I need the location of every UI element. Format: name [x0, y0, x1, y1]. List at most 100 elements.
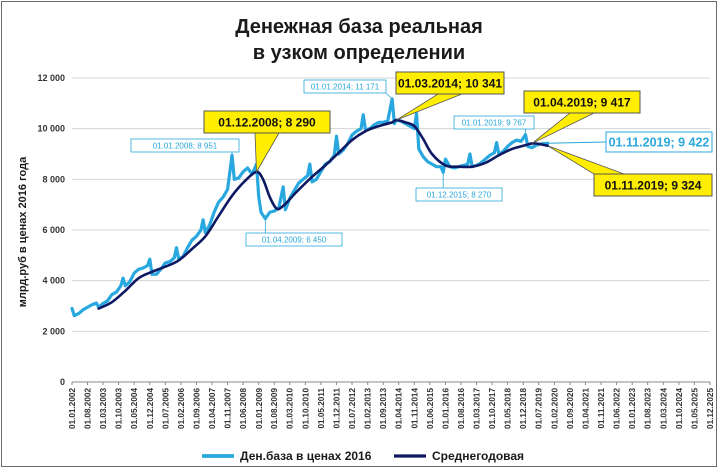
point-0-44: [242, 170, 244, 173]
point-1-30: [444, 164, 447, 167]
point-0-5: [91, 303, 93, 306]
point-1-8: [204, 235, 207, 238]
annotation-box-1: [203, 110, 331, 134]
point-1-13: [262, 178, 264, 181]
point-0-36: [208, 224, 211, 226]
point-0-93: [431, 163, 433, 165]
y-tick-3: 6 000: [42, 225, 65, 235]
chart-title-line-2: в узком определении: [253, 42, 465, 64]
point-0-9: [106, 300, 109, 302]
x-tick-32: 01.09.2020: [566, 388, 575, 429]
point-0-72: [351, 134, 353, 136]
point-0-61: [309, 163, 311, 165]
point-0-6: [95, 302, 98, 304]
x-tick-33: 01.04.2021: [581, 388, 590, 429]
point-0-3: [82, 309, 84, 311]
point-0-57: [293, 189, 295, 192]
point-1-5: [164, 265, 167, 268]
point-1-27: [413, 125, 416, 127]
grid-lines: [72, 77, 710, 383]
legend-item-1: Среднегодовая: [394, 449, 524, 463]
point-1-19: [324, 164, 327, 167]
point-0-11: [115, 291, 118, 293]
annotation-6: 01.01.2019; 9 767: [453, 115, 535, 135]
x-tick-12: 01.01.2009: [255, 388, 264, 429]
point-1-6: [177, 259, 180, 262]
x-tick-29: 01.12.2018: [519, 388, 528, 429]
y-tick-0: 0: [60, 377, 65, 387]
x-tick-3: 01.10.2003: [115, 388, 124, 429]
point-0-15: [128, 281, 131, 283]
point-0-119: [531, 146, 533, 149]
annotation-pointer-1: [254, 132, 280, 174]
legend-label-0: Ден.база в ценах 2016: [240, 449, 372, 463]
point-0-40: [226, 188, 229, 191]
x-tick-28: 01.05.2018: [504, 388, 513, 429]
point-1-34: [498, 154, 500, 157]
point-0-39: [222, 196, 224, 198]
x-tick-40: 01.05.2025: [690, 388, 699, 429]
point-0-115: [515, 139, 518, 141]
y-tick-2: 4 000: [42, 276, 65, 286]
annotation-text-0: 01.01.2008; 8 951: [153, 142, 218, 151]
x-tick-14: 01.03.2010: [286, 388, 295, 429]
point-0-110: [495, 141, 498, 144]
point-1-17: [295, 191, 298, 193]
x-tick-37: 01.08.2023: [644, 388, 653, 429]
point-0-27: [175, 246, 178, 249]
point-1-29: [431, 153, 433, 155]
x-tick-18: 01.07.2012: [348, 388, 357, 429]
point-1-36: [524, 144, 527, 146]
point-0-90: [417, 148, 420, 150]
point-1-35: [511, 148, 513, 150]
x-tick-0: 01.01.2002: [68, 388, 77, 429]
point-0-21: [151, 273, 153, 276]
point-0-37: [213, 211, 215, 214]
point-0-89: [415, 112, 418, 115]
x-tick-23: 01.06.2015: [426, 388, 435, 429]
point-0-12: [120, 284, 122, 287]
point-0-68: [335, 135, 338, 138]
point-1-9: [217, 215, 220, 217]
annotation-box-9: [593, 173, 713, 197]
x-tick-26: 01.03.2017: [472, 388, 481, 429]
point-1-23: [377, 125, 380, 127]
point-0-8: [102, 302, 104, 305]
x-tick-39: 01.10.2024: [675, 388, 684, 429]
point-1-2: [124, 290, 127, 292]
point-0-94: [435, 165, 438, 168]
point-0-42: [233, 178, 236, 181]
point-1-26: [404, 121, 407, 124]
x-tick-41: 01.12.2025: [706, 388, 715, 429]
point-0-35: [204, 231, 207, 234]
x-tick-13: 01.08.2009: [270, 388, 279, 429]
point-0-73: [355, 130, 358, 132]
point-0-1: [73, 314, 76, 317]
point-0-4: [86, 306, 89, 309]
point-0-34: [202, 219, 204, 221]
annotation-1: 01.12.2008; 8 290: [203, 110, 331, 174]
y-tick-labels: 0 2 000 4 000 6 000 8 000 10 000 12 000: [37, 73, 65, 387]
point-1-32: [471, 165, 473, 168]
point-1-24: [391, 121, 393, 124]
annotation-9: 01.11.2019; 9 324: [547, 145, 713, 197]
annotation-box-0: [130, 138, 240, 153]
x-tick-1: 01.08.2002: [83, 388, 92, 429]
x-tick-11: 01.06.2008: [239, 388, 248, 429]
point-0-81: [386, 120, 389, 122]
legend-label-1: Среднегодовая: [432, 449, 524, 463]
point-1-15: [275, 207, 278, 210]
annotation-pointer-4: [396, 93, 463, 121]
point-0-0: [71, 307, 73, 310]
point-1-11: [244, 179, 247, 182]
x-tick-labels: 01.01.2002 01.08.2002 01.03.2003 01.10.2003…: [68, 382, 715, 429]
x-tick-27: 01.10.2017: [488, 388, 497, 429]
y-tick-1: 2 000: [42, 326, 65, 336]
point-0-13: [122, 277, 124, 279]
annotation-box-5: [415, 187, 503, 202]
point-0-43: [237, 177, 240, 179]
point-0-55: [284, 208, 287, 211]
point-0-18: [142, 267, 144, 269]
point-0-24: [164, 262, 167, 264]
point-1-14: [268, 196, 271, 198]
